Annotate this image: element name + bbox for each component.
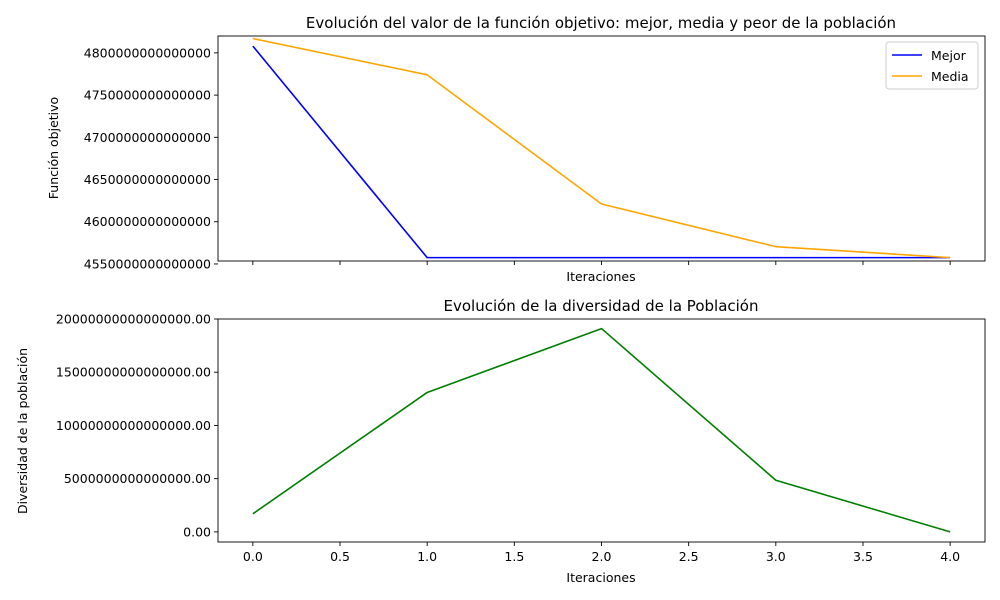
diversity-chart-title: Evolución de la diversidad de la Poblaci… <box>444 297 759 315</box>
x-tick-label: 2.0 <box>592 549 612 564</box>
legend-label-media: Media <box>931 69 969 84</box>
y-tick-label: 4750000000000000 <box>84 88 211 103</box>
y-tick-label: 5000000000000000.00 <box>64 471 211 486</box>
diversity-chart-ylabel: Diversidad de la población <box>15 348 30 514</box>
y-tick-label: 4650000000000000 <box>84 172 211 187</box>
x-tick-label: 1.0 <box>417 549 437 564</box>
objective-chart-ylabel: Función objetivo <box>46 97 61 199</box>
diversity-chart-xlabel: Iteraciones <box>566 570 635 585</box>
y-tick-label: 10000000000000000.00 <box>56 418 211 433</box>
x-tick-label: 3.0 <box>766 549 786 564</box>
series-line-diversidad <box>252 327 951 533</box>
series-line-mejor <box>252 45 951 259</box>
legend-frame <box>885 41 979 90</box>
x-tick-label: 3.5 <box>853 549 873 564</box>
x-tick-label: 1.5 <box>504 549 524 564</box>
x-tick-label: 0.0 <box>243 549 263 564</box>
objective-chart: Evolución del valor de la función objeti… <box>46 14 986 284</box>
series-line-media <box>252 37 951 259</box>
x-tick-label: 0.5 <box>330 549 350 564</box>
y-tick-label: 20000000000000000.00 <box>56 312 211 327</box>
y-tick-label: 15000000000000000.00 <box>56 365 211 380</box>
legend-label-mejor: Mejor <box>931 48 967 63</box>
plot-frame <box>217 35 986 262</box>
objective-chart-xlabel: Iteraciones <box>566 269 635 284</box>
objective-chart-title: Evolución del valor de la función objeti… <box>306 14 896 32</box>
y-tick-label: 4550000000000000 <box>84 256 211 271</box>
y-tick-label: 4700000000000000 <box>84 130 211 145</box>
x-tick-label: 4.0 <box>940 549 960 564</box>
x-tick-label: 2.5 <box>679 549 699 564</box>
y-tick-label: 4800000000000000 <box>84 45 211 60</box>
y-tick-label: 4600000000000000 <box>84 214 211 229</box>
y-tick-label: 0.00 <box>183 524 211 539</box>
objective-chart-legend: Mejor Media <box>885 41 979 90</box>
diversity-chart: Evolución de la diversidad de la Poblaci… <box>15 297 986 585</box>
